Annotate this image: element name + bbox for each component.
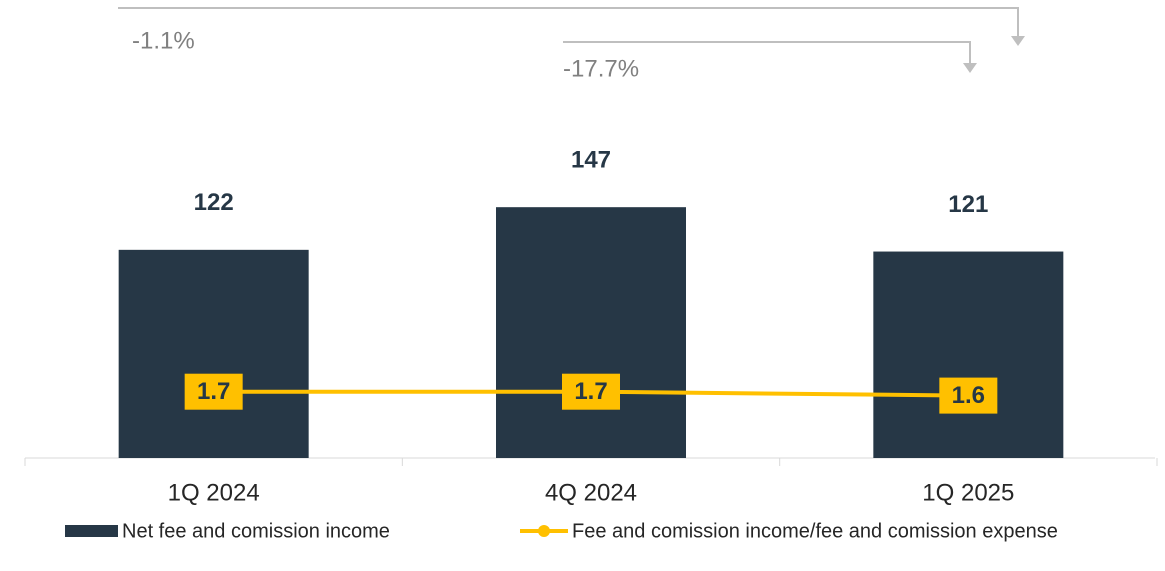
annotation: -17.7% xyxy=(563,55,639,82)
annotation-arrow xyxy=(963,63,977,73)
data-label-box xyxy=(562,373,620,410)
x-tick-label: 1Q 2025 xyxy=(922,479,1014,506)
annotation: -1.1% xyxy=(132,27,195,54)
legend-label: Fee and comission income/fee and comissi… xyxy=(572,520,1058,542)
bar xyxy=(496,207,686,458)
annotation-bracket xyxy=(563,41,971,64)
data-label-box xyxy=(184,373,243,410)
legend-marker xyxy=(538,525,550,537)
x-tick-label: 4Q 2024 xyxy=(545,479,637,506)
data-label: 1.6 xyxy=(952,382,985,409)
data-label: 1.7 xyxy=(574,378,607,405)
data-label: 1.7 xyxy=(197,378,230,405)
legend-label: Net fee and comission income xyxy=(122,520,390,542)
data-label: 122 xyxy=(194,189,234,216)
legend-swatch xyxy=(65,525,118,537)
bar xyxy=(873,251,1064,458)
data-label: 147 xyxy=(571,147,611,174)
bar xyxy=(118,249,309,458)
x-tick-label: 1Q 2024 xyxy=(168,479,260,506)
annotation-arrow xyxy=(1011,36,1025,46)
annotation-bracket xyxy=(118,7,1019,38)
data-label: 121 xyxy=(948,191,988,218)
data-label-box xyxy=(939,377,998,414)
